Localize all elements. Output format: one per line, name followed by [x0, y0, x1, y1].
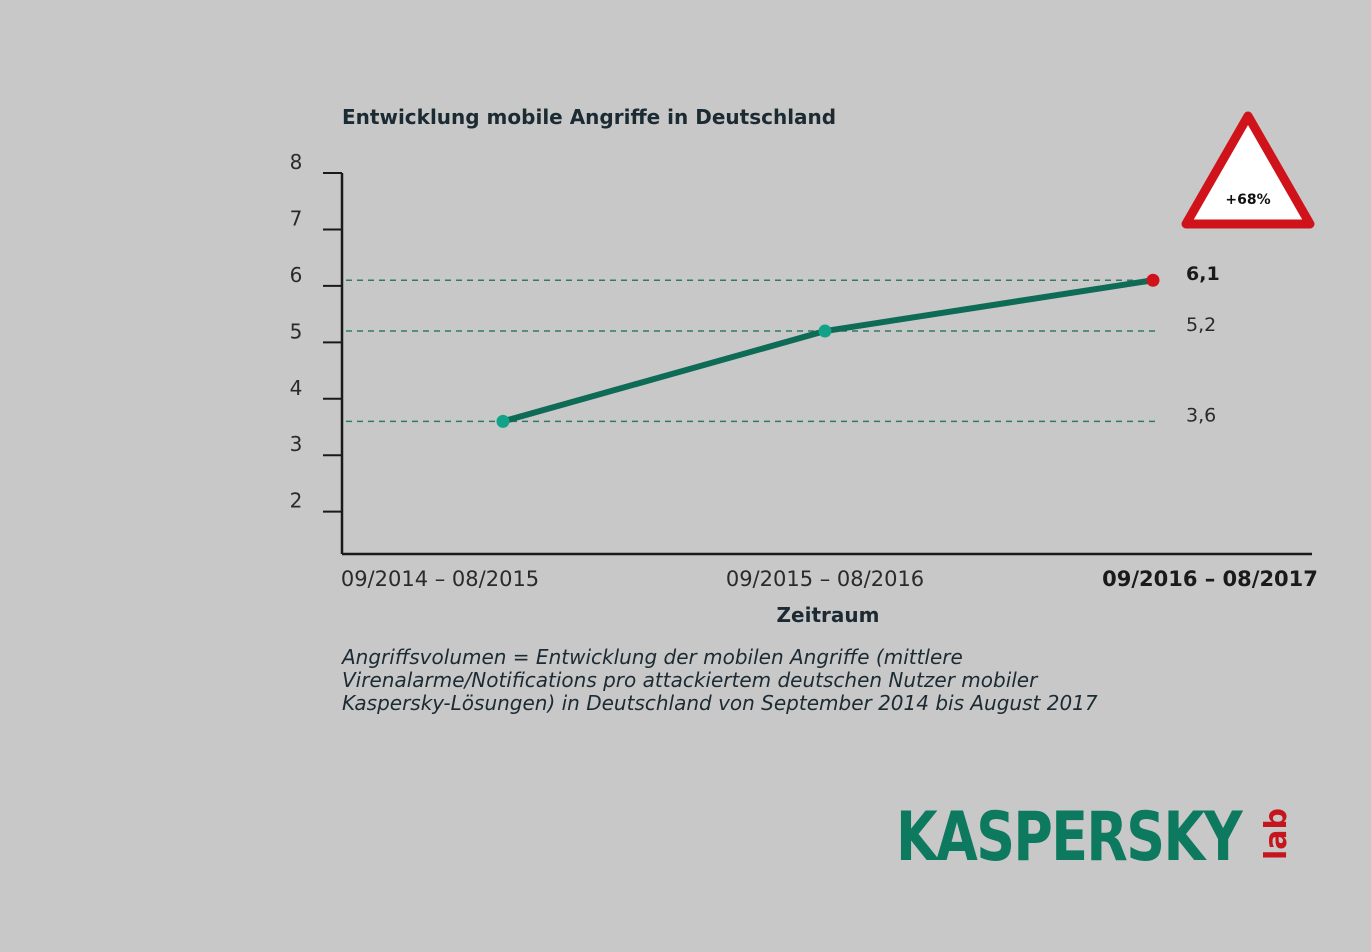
footnote-line: Virenalarme/Notifications pro attackiert… — [342, 668, 1038, 692]
kaspersky-lab-logo: KASPERSKY lab — [896, 798, 1294, 877]
y-tick-label: 5 — [290, 319, 303, 343]
data-label: 5,2 — [1186, 314, 1216, 336]
logo-wordmark: KASPERSKY — [896, 798, 1243, 877]
data-point — [1146, 273, 1160, 287]
x-axis-label: Zeitraum — [777, 603, 880, 627]
warning-triangle-badge: +68% — [1181, 111, 1315, 229]
y-tick-label: 7 — [290, 206, 303, 230]
y-tick-label: 3 — [290, 432, 303, 456]
data-point — [496, 414, 510, 428]
y-tick-label: 2 — [290, 489, 303, 513]
x-tick-label: 09/2014 – 08/2015 — [341, 567, 539, 591]
warning-triangle-icon — [1181, 111, 1315, 229]
footnote-line: Angriffsvolumen = Entwicklung der mobile… — [342, 645, 963, 669]
footnote: Angriffsvolumen = Entwicklung der mobile… — [342, 646, 1202, 715]
x-tick-label: 09/2016 – 08/2017 — [1102, 567, 1318, 591]
x-tick-label: 09/2015 – 08/2016 — [726, 567, 924, 591]
data-label: 3,6 — [1186, 404, 1216, 426]
series-line — [500, 277, 1156, 425]
chart-title: Entwicklung mobile Angriffe in Deutschla… — [342, 105, 836, 129]
y-tick-label: 6 — [290, 263, 303, 287]
data-point — [818, 324, 832, 338]
y-tick-label: 4 — [290, 376, 303, 400]
y-tick-label: 8 — [290, 150, 303, 174]
footnote-line: Kaspersky-Lösungen) in Deutschland von S… — [342, 691, 1098, 715]
logo-lab-mark: lab — [1259, 808, 1294, 860]
data-label: 6,1 — [1186, 263, 1220, 285]
badge-label: +68% — [1225, 192, 1270, 208]
